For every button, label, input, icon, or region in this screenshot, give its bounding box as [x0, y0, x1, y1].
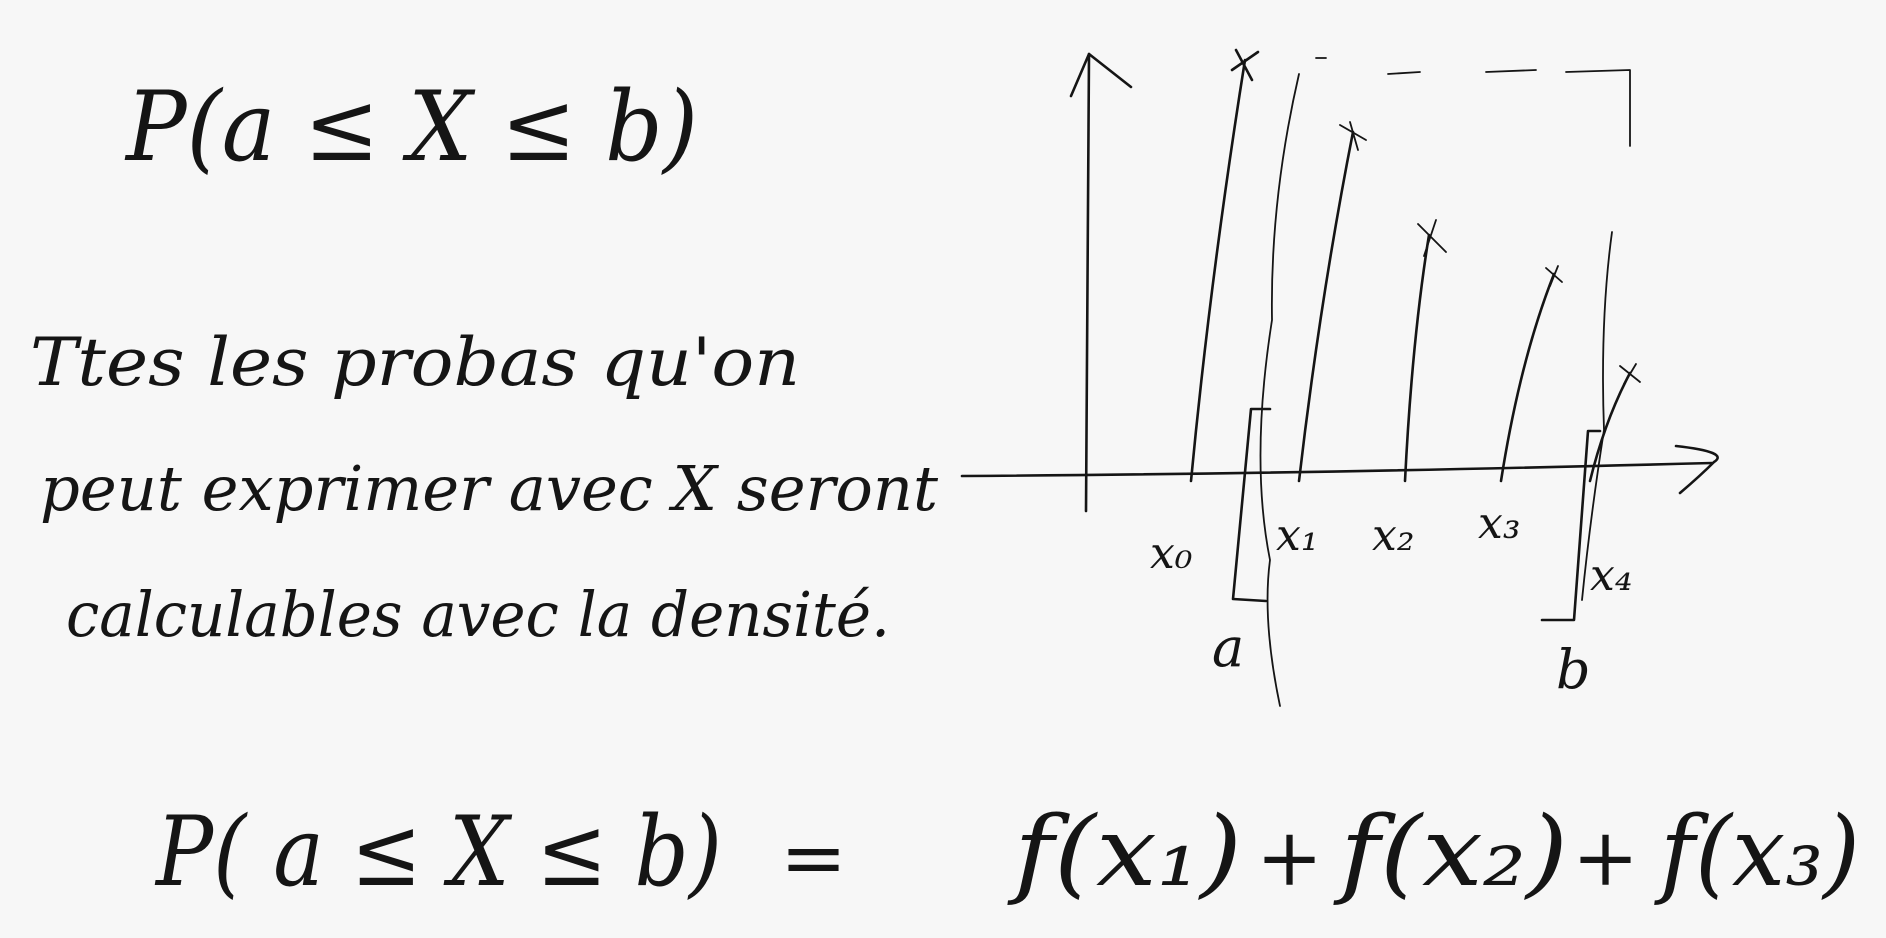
- operator: +: [1256, 811, 1323, 904]
- stem-top: [1230, 48, 1260, 82]
- bracket-a: [1231, 407, 1272, 603]
- stem: [1403, 233, 1431, 483]
- stem-top: [1339, 121, 1367, 151]
- bracket-b: [1540, 429, 1602, 622]
- diagram: x₀ x₁ x₂ x₃ x₄ a b: [960, 48, 1719, 707]
- stem-top: [1545, 265, 1563, 287]
- stem: [1297, 130, 1355, 483]
- x-axis: [960, 461, 1714, 478]
- stem-top: [1619, 363, 1641, 385]
- formula-left: P( a ≤ X ≤ b): [154, 796, 722, 908]
- bound-label: b: [1556, 638, 1591, 701]
- point-label: x₂: [1372, 510, 1414, 561]
- y-axis: [1084, 52, 1091, 513]
- point-label: x₄: [1590, 550, 1632, 601]
- point-label: x₀: [1150, 528, 1193, 579]
- guide-line: [1259, 73, 1300, 707]
- y-arrow: [1069, 52, 1133, 98]
- formula-term: f(x₃): [1654, 796, 1860, 908]
- x-arrow: [1674, 444, 1719, 495]
- formula-term: f(x₂): [1333, 796, 1568, 908]
- bound-label: a: [1212, 616, 1244, 679]
- formula-term: f(x₁): [1007, 796, 1242, 908]
- point-label: x₃: [1478, 498, 1520, 549]
- note-line: calculables avec la densité.: [66, 578, 890, 651]
- top-line: [1315, 57, 1631, 147]
- stem: [1499, 272, 1556, 483]
- point-label: x₁: [1276, 510, 1318, 561]
- note-line: peut exprimer avec X seront: [40, 452, 938, 525]
- formula-top: P(a ≤ X ≤ b): [124, 71, 698, 183]
- stem: [1189, 58, 1247, 483]
- equals: =: [780, 811, 847, 904]
- note-line: Ttes les probas qu'on: [30, 324, 800, 401]
- guide-line: [1581, 231, 1613, 601]
- stem-top: [1417, 219, 1447, 257]
- operator: +: [1572, 811, 1639, 904]
